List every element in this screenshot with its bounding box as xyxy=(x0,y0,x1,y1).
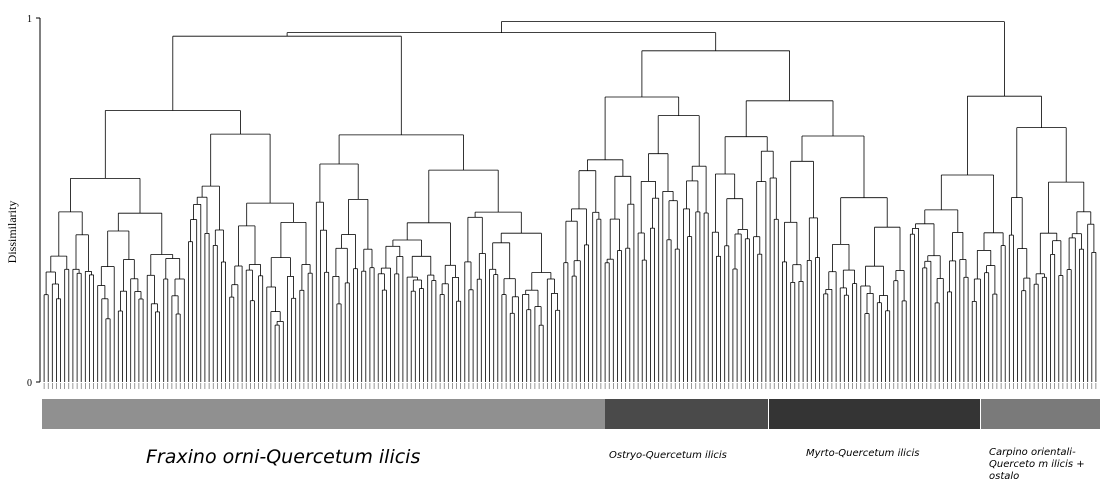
group-bar-myrto xyxy=(769,399,980,429)
leaf-labels xyxy=(43,383,1097,389)
group-label-ostryo: Ostryo-Quercetum ilicis xyxy=(609,450,727,461)
group-label-carpino: Carpino orientali-Querceto m ilicis + os… xyxy=(989,447,1085,482)
y-tick-label-1: 1 xyxy=(27,14,32,25)
group-label-myrto: Myrto-Quercetum ilicis xyxy=(806,448,920,459)
y-axis: 1 0 Dissimilarity xyxy=(5,14,41,389)
group-bar-ostryo xyxy=(605,399,768,429)
y-tick-label-0: 0 xyxy=(27,378,32,389)
group-label-fraxino: Fraxino orni-Quercetum ilicis xyxy=(146,446,421,468)
y-axis-label: Dissimilarity xyxy=(5,201,19,264)
group-bar-carpino xyxy=(981,399,1100,429)
group-bar-fraxino xyxy=(42,399,605,429)
dendrogram-branches xyxy=(43,21,1097,382)
